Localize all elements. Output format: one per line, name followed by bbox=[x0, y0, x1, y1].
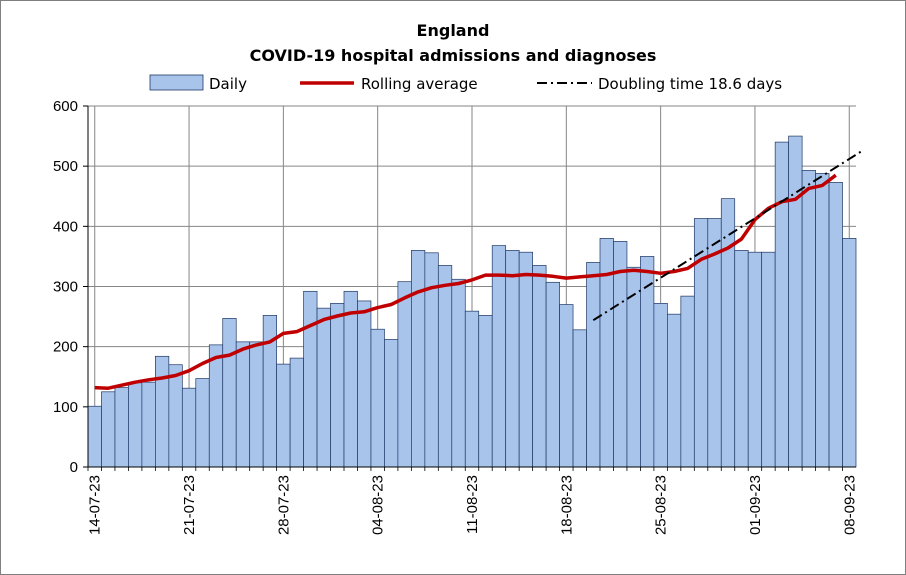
bar-daily bbox=[114, 387, 129, 468]
y-tick-label: 100 bbox=[53, 399, 78, 416]
x-tick-label: 28-07-23 bbox=[275, 475, 292, 535]
bar-daily bbox=[532, 265, 547, 468]
bar-daily bbox=[720, 198, 736, 468]
bar-daily bbox=[87, 405, 102, 468]
rolling-average-line bbox=[94, 173, 837, 390]
bar-daily bbox=[788, 135, 803, 468]
bar-daily bbox=[464, 310, 480, 468]
bar-daily bbox=[451, 278, 466, 468]
legend-doubling-label: Doubling time 18.6 days bbox=[598, 75, 782, 93]
bar-daily bbox=[141, 381, 156, 468]
bar-daily bbox=[478, 315, 493, 468]
bar-daily bbox=[680, 295, 695, 468]
y-tick-label: 500 bbox=[53, 158, 78, 175]
y-tick-label: 600 bbox=[53, 98, 78, 115]
bar-daily bbox=[155, 355, 170, 468]
bar-daily bbox=[559, 304, 574, 468]
bar-daily bbox=[384, 339, 399, 468]
bar-daily bbox=[289, 357, 304, 468]
doubling-time-line bbox=[592, 149, 864, 322]
bar-daily bbox=[316, 307, 331, 468]
bar-daily bbox=[828, 182, 843, 468]
bar-daily bbox=[572, 329, 587, 468]
bar-daily bbox=[303, 290, 318, 468]
bar-daily bbox=[653, 302, 668, 468]
bar-daily bbox=[411, 250, 426, 468]
bars-daily bbox=[87, 135, 857, 468]
bar-daily bbox=[774, 141, 789, 468]
bar-daily bbox=[545, 281, 560, 468]
bar-daily bbox=[815, 173, 830, 468]
bar-daily bbox=[667, 313, 682, 468]
x-tick-label: 08-09-23 bbox=[841, 475, 858, 535]
bar-daily bbox=[195, 378, 210, 468]
chart-subtitle: COVID-19 hospital admissions and diagnos… bbox=[250, 46, 657, 65]
bar-daily bbox=[357, 300, 372, 468]
lines-layer bbox=[94, 149, 864, 390]
bar-daily bbox=[747, 251, 763, 468]
x-tick-label: 04-08-23 bbox=[370, 475, 387, 535]
x-tick-label: 21-07-23 bbox=[181, 475, 198, 535]
axes: 0 100 200 300 400 500 600 14-07-23 21-07-23 28-07… bbox=[53, 98, 858, 535]
bar-daily bbox=[249, 341, 264, 468]
x-tick-label: 25-08-23 bbox=[653, 475, 670, 535]
bar-daily bbox=[640, 256, 655, 468]
bar-daily bbox=[168, 364, 183, 468]
bar-daily bbox=[613, 241, 628, 468]
bar-daily bbox=[128, 382, 143, 468]
bar-daily bbox=[181, 387, 197, 468]
bar-daily bbox=[397, 281, 412, 468]
x-tick-label: 01-09-23 bbox=[747, 475, 764, 535]
legend-daily-label: Daily bbox=[209, 75, 247, 93]
bar-daily bbox=[518, 251, 533, 468]
x-tick-label: 11-08-23 bbox=[464, 475, 481, 534]
legend: Daily Rolling average Doubling time 18.6… bbox=[149, 74, 782, 93]
bar-daily bbox=[491, 245, 507, 468]
bar-daily bbox=[101, 391, 116, 468]
bar-daily bbox=[370, 328, 385, 468]
bar-daily bbox=[505, 250, 520, 468]
legend-rolling-label: Rolling average bbox=[361, 75, 478, 93]
y-tick-label: 0 bbox=[70, 459, 78, 476]
bar-daily bbox=[586, 262, 601, 468]
y-tick-label: 200 bbox=[53, 339, 78, 356]
bar-daily bbox=[276, 363, 291, 468]
bar-daily bbox=[842, 238, 857, 468]
bar-daily bbox=[330, 302, 345, 468]
y-tick-label: 300 bbox=[53, 279, 78, 296]
x-tick-label: 14-07-23 bbox=[87, 475, 104, 535]
bar-daily bbox=[424, 252, 439, 468]
bar-daily bbox=[761, 251, 776, 468]
chart-title: England bbox=[417, 21, 490, 40]
bar-daily bbox=[235, 341, 251, 468]
bar-daily bbox=[222, 318, 237, 468]
bar-daily bbox=[343, 290, 358, 468]
legend-daily-swatch bbox=[149, 74, 204, 91]
bar-daily bbox=[801, 170, 816, 468]
bar-daily bbox=[734, 250, 749, 468]
bar-daily bbox=[437, 265, 453, 468]
x-tick-label: 18-08-23 bbox=[558, 475, 575, 535]
y-tick-label: 400 bbox=[53, 218, 78, 235]
bar-daily bbox=[208, 344, 224, 468]
